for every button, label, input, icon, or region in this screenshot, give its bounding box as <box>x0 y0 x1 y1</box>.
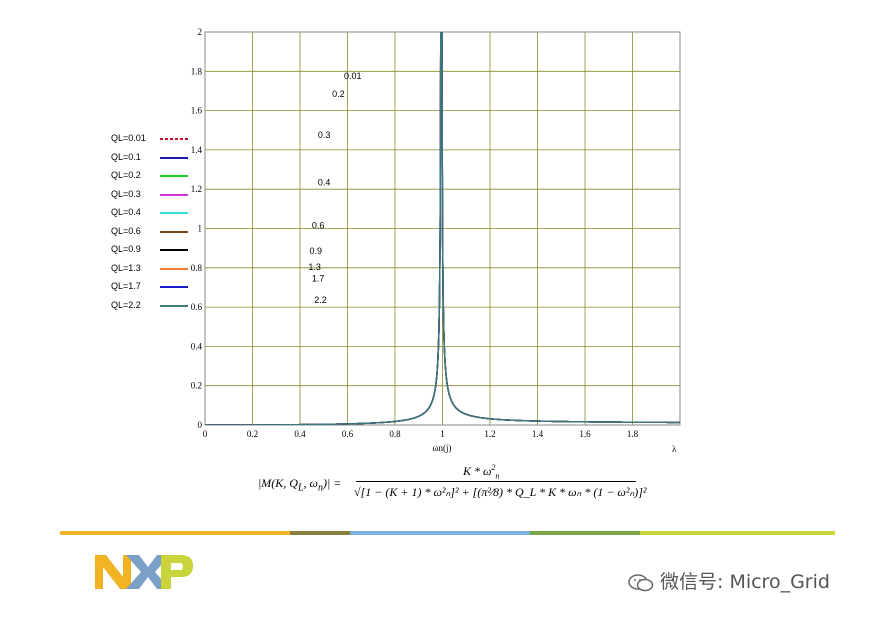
series-line-QL-2-2 <box>205 32 680 425</box>
watermark-text: 微信号: Micro_Grid <box>660 571 830 593</box>
divider-segment <box>530 531 640 535</box>
legend: QL=0.01 QL=0.1 QL=0.2 QL=0.3 QL=0.4 QL=0.6 QL=… <box>111 133 191 318</box>
legend-swatch <box>160 193 188 196</box>
curve-label: 0.9 <box>310 246 323 256</box>
x-axis-lambda-label: λ <box>672 444 677 454</box>
curve-label: 2.2 <box>314 295 327 305</box>
legend-label: QL=0.3 <box>111 188 141 199</box>
curve-label: 0.4 <box>318 177 331 187</box>
legend-item: QL=0.1 <box>111 152 191 171</box>
y-tick-label: 1.4 <box>191 145 203 155</box>
color-divider <box>60 531 835 535</box>
x-tick-label: 1.2 <box>484 429 495 439</box>
x-tick-label: 1.4 <box>532 429 544 439</box>
y-tick-label: 0.6 <box>191 302 203 312</box>
legend-item: QL=0.9 <box>111 244 191 263</box>
legend-label: QL=2.2 <box>111 299 141 310</box>
x-tick-label: 1.6 <box>579 429 591 439</box>
formula-fraction-bar <box>356 481 636 482</box>
legend-swatch <box>160 175 188 177</box>
legend-item: QL=1.3 <box>111 263 191 282</box>
formula-denominator: √[1 − (K + 1) * ω²ₙ]² + [(π²⁄8) * Q_L * … <box>354 485 647 499</box>
y-tick-label: 0 <box>198 420 203 430</box>
curve-label: 0.3 <box>318 130 331 140</box>
divider-segment <box>640 531 835 535</box>
curve-label: 0.2 <box>332 89 345 99</box>
divider-segment <box>60 531 290 535</box>
legend-label: QL=1.7 <box>111 281 141 291</box>
legend-swatch <box>160 304 188 307</box>
legend-item: QL=1.7 <box>111 281 191 300</box>
legend-label: QL=0.9 <box>111 244 141 254</box>
legend-item: QL=2.2 <box>111 300 191 319</box>
legend-label: QL=0.4 <box>111 207 141 217</box>
legend-swatch <box>160 267 188 270</box>
legend-item: QL=0.4 <box>111 207 191 226</box>
y-tick-label: 0.8 <box>191 263 203 273</box>
curve-label: 0.01 <box>344 71 362 81</box>
legend-swatch <box>160 286 188 288</box>
y-tick-label: 1.2 <box>191 184 202 194</box>
formula: |M(K, QL, ωn)| = K * ω2n √[1 − (K + 1) *… <box>258 463 647 513</box>
x-tick-label: 0.2 <box>247 429 258 439</box>
legend-item: QL=0.3 <box>111 189 191 208</box>
x-tick-label: 1.8 <box>627 429 639 439</box>
y-tick-label: 0.4 <box>191 341 203 351</box>
legend-item: QL=0.2 <box>111 170 191 189</box>
divider-segment <box>350 531 530 535</box>
watermark: 微信号: Micro_Grid <box>628 567 830 594</box>
curve-labels: 0.01 0.2 0.3 0.4 0.6 0.9 1.3 1.7 2.2 <box>308 71 361 305</box>
legend-label: QL=0.1 <box>111 151 141 162</box>
series-group <box>205 32 680 425</box>
legend-label: QL=0.2 <box>111 170 141 180</box>
nxp-logo <box>95 555 193 589</box>
curve-label: 1.7 <box>312 274 325 284</box>
x-axis-label: ωn(j) <box>433 443 452 453</box>
wechat-icon <box>628 573 654 591</box>
x-tick-label: 0.8 <box>389 429 401 439</box>
formula-lhs: |M(K, QL, ωn)| = <box>258 476 342 494</box>
legend-swatch <box>160 138 188 140</box>
x-tick-label: 0 <box>203 429 208 439</box>
x-tick-label: 1 <box>440 429 445 439</box>
legend-item: QL=0.01 <box>111 133 191 152</box>
legend-label: QL=0.01 <box>111 133 146 143</box>
legend-swatch <box>160 156 188 159</box>
x-tick-label: 0.6 <box>342 429 354 439</box>
y-tick-label: 0.2 <box>191 381 202 391</box>
y-tick-label: 1.6 <box>191 106 203 116</box>
curve-label: 0.6 <box>312 221 325 231</box>
legend-swatch <box>160 230 188 233</box>
legend-swatch <box>160 249 188 251</box>
y-tick-label: 1 <box>198 224 203 234</box>
chart: 0 0.2 0.4 0.6 0.8 1 1.2 1.4 1.6 1.8 0 0.2 0.4 0.6 0.8 1… <box>191 27 681 454</box>
legend-swatch <box>160 212 188 214</box>
legend-item: QL=0.6 <box>111 226 191 245</box>
divider-segment <box>290 531 350 535</box>
formula-numerator: K * ω2n <box>463 463 500 481</box>
legend-label: QL=1.3 <box>111 262 141 273</box>
curve-label: 1.3 <box>308 262 321 272</box>
legend-label: QL=0.6 <box>111 225 141 236</box>
x-tick-label: 0.4 <box>294 429 306 439</box>
y-tick-label: 1.8 <box>191 66 203 76</box>
y-tick-label: 2 <box>198 27 203 37</box>
